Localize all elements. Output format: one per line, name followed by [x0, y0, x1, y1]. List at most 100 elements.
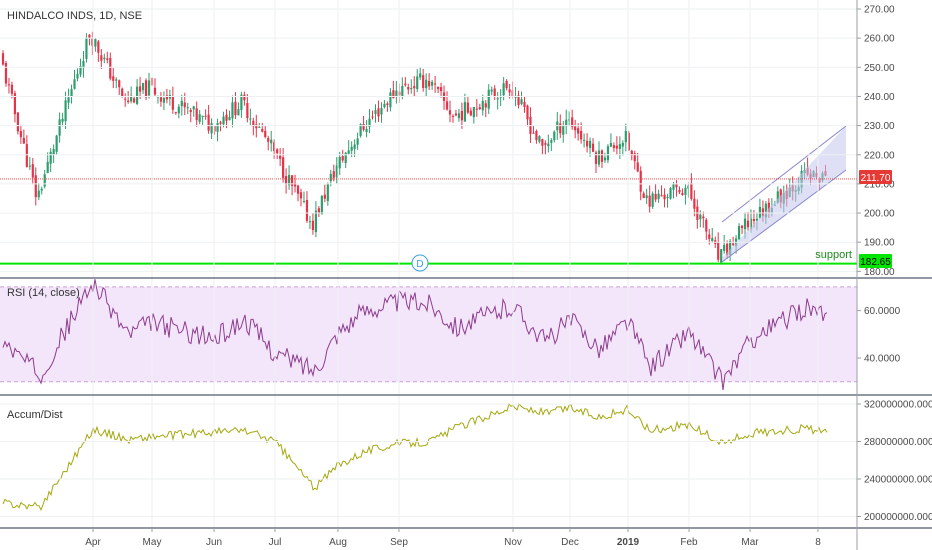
channel-lower-line[interactable] [721, 169, 847, 263]
candle-body[interactable] [484, 103, 487, 108]
candle-body[interactable] [64, 100, 67, 122]
candle-body[interactable] [231, 102, 234, 119]
candle-body[interactable] [514, 96, 517, 98]
candle-body[interactable] [79, 65, 82, 75]
candle-body[interactable] [371, 116, 374, 118]
candle-body[interactable] [255, 124, 258, 129]
candle-body[interactable] [755, 218, 759, 221]
candle-body[interactable] [97, 41, 100, 53]
candle-body[interactable] [350, 146, 353, 151]
candle-body[interactable] [684, 187, 687, 195]
candle-body[interactable] [431, 81, 434, 86]
candle-body[interactable] [216, 123, 219, 132]
candle-body[interactable] [258, 126, 261, 128]
candle-body[interactable] [726, 243, 729, 256]
candle-body[interactable] [58, 119, 61, 136]
candle-body[interactable] [580, 130, 583, 140]
candle-body[interactable] [365, 128, 368, 132]
candle-body[interactable] [335, 165, 338, 178]
candle-body[interactable] [553, 131, 556, 141]
candle-body[interactable] [186, 107, 189, 109]
candle-body[interactable] [338, 156, 341, 169]
candle-body[interactable] [517, 95, 520, 105]
candle-body[interactable] [237, 109, 240, 116]
candle-body[interactable] [141, 83, 145, 91]
candle-body[interactable] [1, 53, 5, 65]
candle-body[interactable] [356, 138, 359, 145]
candle-body[interactable] [600, 150, 604, 162]
candle-body[interactable] [660, 195, 663, 197]
candle-body[interactable] [192, 106, 195, 110]
candle-body[interactable] [249, 118, 252, 120]
candle-body[interactable] [320, 195, 323, 215]
candle-body[interactable] [428, 81, 431, 87]
candle-body[interactable] [82, 60, 85, 69]
candle-body[interactable] [571, 117, 574, 127]
candle-body[interactable] [547, 143, 550, 147]
candle-body[interactable] [588, 140, 592, 148]
candle-body[interactable] [380, 108, 383, 115]
candle-body[interactable] [127, 100, 130, 102]
candle-body[interactable] [362, 124, 365, 130]
candle-body[interactable] [43, 174, 46, 187]
candle-body[interactable] [535, 130, 538, 141]
candle-body[interactable] [758, 206, 762, 218]
candle-body[interactable] [180, 100, 183, 107]
candle-body[interactable] [40, 188, 43, 191]
candle-body[interactable] [481, 100, 484, 111]
candle-body[interactable] [639, 170, 642, 192]
candle-body[interactable] [630, 150, 633, 156]
rsi-line[interactable] [2, 279, 828, 391]
candle-body[interactable] [213, 126, 216, 132]
candle-body[interactable] [115, 79, 118, 81]
candle-body[interactable] [699, 214, 702, 220]
candle-body[interactable] [478, 107, 481, 109]
candle-body[interactable] [460, 110, 464, 121]
candle-body[interactable] [454, 113, 458, 116]
candle-body[interactable] [386, 103, 389, 105]
candle-body[interactable] [19, 131, 22, 138]
candle-body[interactable] [410, 88, 413, 90]
candle-body[interactable] [597, 150, 601, 165]
candle-body[interactable] [344, 152, 347, 164]
candle-body[interactable] [326, 183, 329, 202]
candle-body[interactable] [124, 98, 127, 100]
candle-body[interactable] [130, 95, 133, 102]
candle-body[interactable] [88, 34, 91, 38]
candle-body[interactable] [347, 150, 350, 154]
candle-body[interactable] [171, 96, 174, 110]
candle-body[interactable] [496, 98, 499, 100]
candle-body[interactable] [678, 189, 681, 193]
candle-body[interactable] [711, 238, 714, 242]
candle-body[interactable] [240, 94, 243, 111]
candle-body[interactable] [118, 80, 121, 88]
candle-body[interactable] [413, 86, 416, 89]
candle-body[interactable] [228, 117, 231, 121]
candle-body[interactable] [776, 191, 779, 203]
candle-body[interactable] [94, 39, 97, 47]
candle-body[interactable] [505, 81, 508, 89]
candle-body[interactable] [740, 225, 744, 229]
candle-body[interactable] [723, 244, 726, 251]
candle-body[interactable] [279, 155, 282, 159]
candle-body[interactable] [493, 88, 496, 97]
candle-body[interactable] [672, 184, 675, 190]
candle-body[interactable] [76, 73, 79, 79]
candle-body[interactable] [606, 146, 610, 161]
candle-body[interactable] [201, 115, 204, 118]
candle-body[interactable] [508, 89, 511, 93]
candle-body[interactable] [159, 97, 163, 102]
candle-body[interactable] [743, 218, 747, 230]
candle-body[interactable] [147, 80, 151, 96]
candle-body[interactable] [436, 86, 440, 89]
candle-body[interactable] [246, 103, 249, 119]
candle-body[interactable] [654, 193, 657, 200]
candle-body[interactable] [121, 88, 124, 97]
candle-body[interactable] [749, 218, 753, 230]
candle-body[interactable] [112, 76, 115, 81]
candle-body[interactable] [627, 133, 630, 150]
candle-body[interactable] [273, 142, 276, 152]
candle-body[interactable] [332, 171, 335, 178]
candle-body[interactable] [22, 137, 25, 144]
